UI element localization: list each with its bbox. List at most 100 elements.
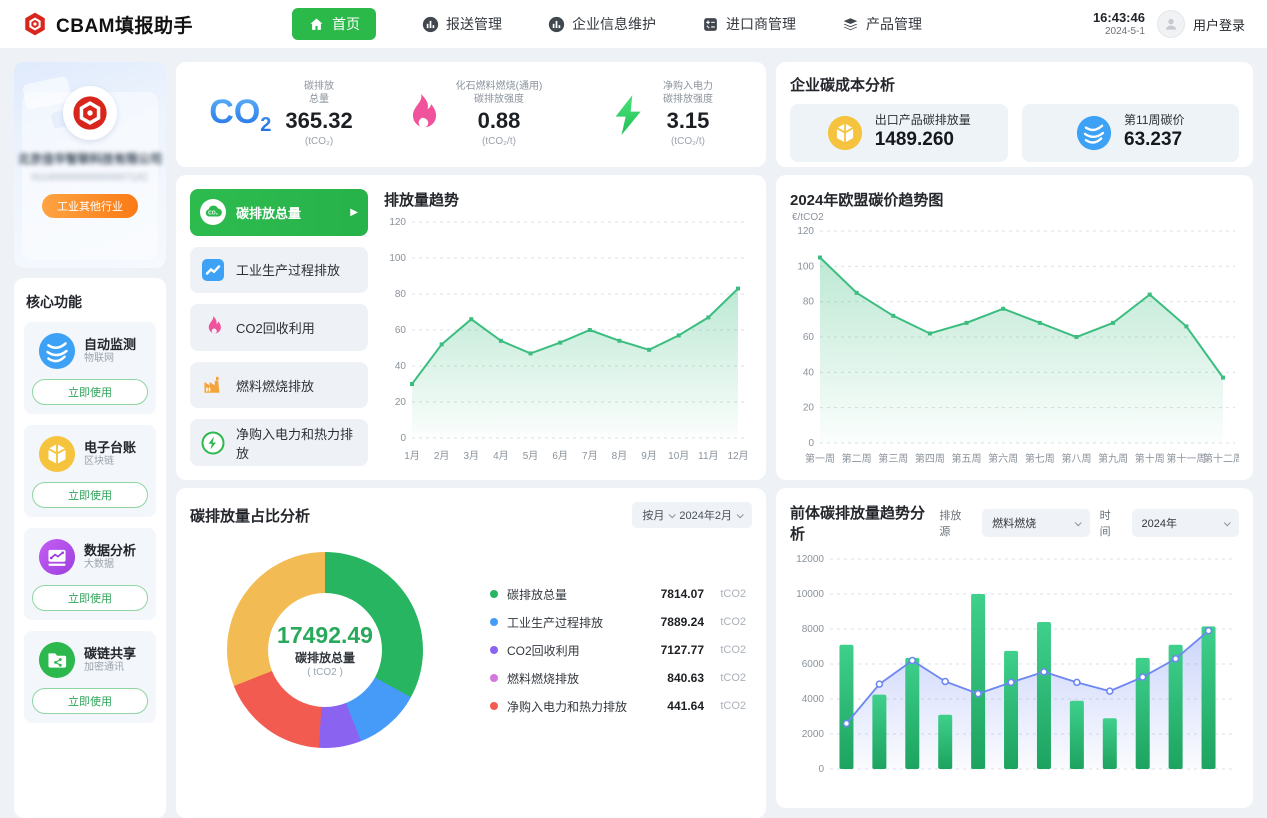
company-name: 北京佳华智联科技有限公司 xyxy=(17,152,162,166)
feature-subtitle: 物联网 xyxy=(84,352,114,364)
stat-value: 3.15 xyxy=(666,108,710,133)
svg-text:20: 20 xyxy=(395,397,407,408)
time-select[interactable]: 2024年 xyxy=(1131,509,1239,537)
middle-column: CO2 碳排放 总量 365.32 (tCO₂) 化石燃料燃烧(通用) 碳排放强度 … xyxy=(176,62,766,818)
feature-title: 电子台账 xyxy=(84,439,137,455)
process-chart-icon xyxy=(200,257,226,283)
home-icon xyxy=(310,17,323,30)
svg-text:4000: 4000 xyxy=(802,694,825,705)
donut-total-unit: ( tCO2 ) xyxy=(307,667,343,679)
person-icon xyxy=(1165,18,1177,30)
tab-co2-recovery[interactable]: CO2回收利用 xyxy=(190,304,368,351)
svg-text:120: 120 xyxy=(797,226,814,237)
svg-text:第一周: 第一周 xyxy=(805,452,835,465)
tab-industrial-process[interactable]: 工业生产过程排放 xyxy=(190,246,368,294)
use-now-button[interactable]: 立即使用 xyxy=(32,585,148,611)
emission-share-card: 碳排放量占比分析 按月 2024年2月 17492.49 碳排放总量 ( tCO… xyxy=(176,488,766,818)
svg-text:6月: 6月 xyxy=(552,450,568,462)
emission-share-donut-chart: 17492.49 碳排放总量 ( tCO2 ) xyxy=(227,552,423,748)
main-nav: 首页 报送管理 企业信息维护 进口商管理 xyxy=(292,8,1093,40)
legend-row: 碳排放总量 7814.07 tCO2 xyxy=(490,580,746,608)
svg-text:7月: 7月 xyxy=(582,450,598,462)
legend-row: 燃料燃烧排放 840.63 tCO2 xyxy=(490,664,746,692)
company-credit-code: 91140000000000000712C xyxy=(31,172,149,182)
svg-text:100: 100 xyxy=(389,253,406,264)
emission-trend-chart-area: 排放量趋势 0 20 40 60 80 100 120 1月 2月 3月 4月 5月 6月 7月 8月 9月 1… xyxy=(384,189,752,466)
eu-carbon-price-card: 2024年欧盟碳价趋势图 €/tCO2 0 20 40 60 80 100 120 第一周 第二… xyxy=(776,175,1253,480)
core-functions-card: 核心功能 自动监测 物联网 立即使用 xyxy=(14,278,166,818)
use-now-button[interactable]: 立即使用 xyxy=(32,688,148,714)
nav-item-report-management[interactable]: 报送管理 xyxy=(422,14,502,34)
svg-text:9月: 9月 xyxy=(641,450,657,462)
svg-text:1月: 1月 xyxy=(404,450,420,462)
lightning-icon xyxy=(615,94,641,135)
emission-trend-line-chart: 0 20 40 60 80 100 120 1月 2月 3月 4月 5月 6月 7月 8月 9月 10月 11月 1… xyxy=(389,217,748,462)
carbon-cost-card: 企业碳成本分析 出口产品碳排放量 1489.260 xyxy=(776,62,1253,167)
svg-text:4月: 4月 xyxy=(493,450,509,462)
svg-text:第二周: 第二周 xyxy=(842,452,872,465)
nav-item-home[interactable]: 首页 xyxy=(292,8,376,40)
svg-text:第七周: 第七周 xyxy=(1025,452,1055,465)
feature-subtitle: 加密通讯 xyxy=(84,661,124,673)
feature-data-analysis: 数据分析 大数据 立即使用 xyxy=(24,528,156,620)
feature-subtitle: 大数据 xyxy=(84,558,114,570)
tab-fuel-combustion[interactable]: 燃料燃烧排放 xyxy=(190,361,368,409)
svg-text:第六周: 第六周 xyxy=(988,452,1018,465)
user-avatar[interactable] xyxy=(1156,10,1185,38)
svg-text:第十二周: 第十二周 xyxy=(1203,452,1239,465)
export-emissions-tile: 出口产品碳排放量 1489.260 xyxy=(790,104,1008,162)
sidebar: 北京佳华智联科技有限公司 91140000000000000712C 工业其他行… xyxy=(14,62,166,818)
svg-text:0: 0 xyxy=(808,438,814,449)
company-card: 北京佳华智联科技有限公司 91140000000000000712C 工业其他行… xyxy=(14,62,166,268)
feature-e-ledger: 电子台账 区块链 立即使用 xyxy=(24,425,156,517)
donut-total-value: 17492.49 xyxy=(277,621,373,648)
chevron-down-icon xyxy=(736,510,744,518)
svg-text:第十一周: 第十一周 xyxy=(1166,452,1206,465)
feature-subtitle: 区块链 xyxy=(84,455,114,467)
stat-total-emissions: CO2 碳排放 总量 365.32 (tCO₂) xyxy=(209,81,353,147)
brand: CBAM填报助手 xyxy=(22,11,262,38)
bolt-circle-icon xyxy=(200,430,226,456)
chart-title: 排放量趋势 xyxy=(384,192,460,209)
feature-auto-monitoring: 自动监测 物联网 立即使用 xyxy=(24,322,156,414)
tab-total-emissions[interactable]: CO₂ 碳排放总量 ▶ xyxy=(190,189,368,236)
svg-text:10月: 10月 xyxy=(668,450,689,462)
svg-text:第十周: 第十周 xyxy=(1135,452,1165,465)
nav-item-product-management[interactable]: 产品管理 xyxy=(842,14,922,34)
bar-chart-icon xyxy=(548,16,565,32)
svg-text:40: 40 xyxy=(803,367,815,378)
chevron-down-icon xyxy=(1074,518,1082,526)
svg-text:40: 40 xyxy=(395,361,407,372)
nav-item-importer-management[interactable]: 进口商管理 xyxy=(702,14,796,34)
arrow-right-icon: ▶ xyxy=(350,206,358,218)
flame-icon xyxy=(200,314,226,340)
chevron-down-icon xyxy=(669,510,677,518)
svg-text:60: 60 xyxy=(803,332,815,343)
co2-cloud-icon: CO₂ xyxy=(200,199,226,226)
co2-text-icon: CO2 xyxy=(209,92,272,136)
svg-text:80: 80 xyxy=(803,297,815,308)
tab-purchased-power-heat[interactable]: 净购入电力和热力排放 xyxy=(190,419,368,466)
chart-title: 2024年欧盟碳价趋势图 xyxy=(790,192,944,209)
use-now-button[interactable]: 立即使用 xyxy=(32,482,148,508)
svg-text:0: 0 xyxy=(400,433,406,444)
svg-text:2000: 2000 xyxy=(802,729,825,740)
svg-text:3月: 3月 xyxy=(463,450,479,462)
legend-row: 工业生产过程排放 7889.24 tCO2 xyxy=(490,608,746,636)
use-now-button[interactable]: 立即使用 xyxy=(32,379,148,405)
flame-icon xyxy=(412,93,436,128)
top-nav-bar: CBAM填报助手 首页 报送管理 企业信息维护 xyxy=(0,0,1267,48)
svg-text:CO₂: CO₂ xyxy=(208,211,218,217)
nav-item-enterprise-info[interactable]: 企业信息维护 xyxy=(548,14,656,34)
layers-icon xyxy=(843,17,858,30)
user-login-link[interactable]: 用户登录 xyxy=(1192,17,1245,33)
chart-title: 前体碳排放量趋势分析 xyxy=(790,505,926,543)
content-area: 北京佳华智联科技有限公司 91140000000000000712C 工业其他行… xyxy=(14,62,1253,818)
week-carbon-price-tile: 第11周碳价 63.237 xyxy=(1021,104,1239,162)
emission-source-select[interactable]: 燃料燃烧 xyxy=(982,509,1090,537)
period-filter-dropdown[interactable]: 按月 2024年2月 xyxy=(632,502,752,528)
svg-text:6000: 6000 xyxy=(802,659,825,670)
svg-text:5月: 5月 xyxy=(523,450,539,462)
stat-unit: (tCO₂) xyxy=(304,135,334,147)
svg-text:第五周: 第五周 xyxy=(952,452,982,465)
